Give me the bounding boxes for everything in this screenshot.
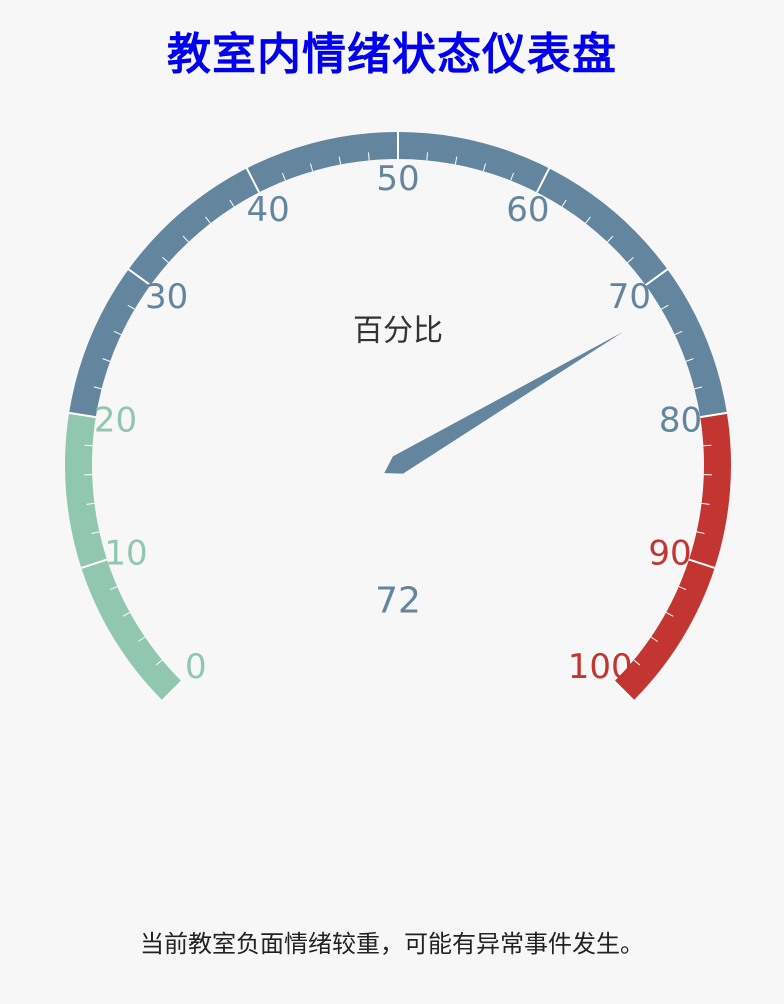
page-title: 教室内情绪状态仪表盘 [167,29,617,80]
gauge-band-0 [65,412,182,701]
gauge-band-1 [69,132,727,418]
gauge-major-tick [700,411,728,419]
gauge-major-tick [80,558,108,569]
gauge-major-tick [688,558,716,569]
gauge-band-2 [614,412,731,701]
gauge-minor-tick [113,330,122,336]
gauge-minor-tick [561,199,567,207]
gauge-minor-tick [585,216,591,224]
gauge-major-tick [613,680,635,702]
gauge-minor-tick [84,444,93,447]
gauge-minor-tick [482,163,487,172]
gauge-minor-tick [607,235,614,243]
gauge-minor-tick [138,636,146,642]
gauge-minor-tick [650,636,658,642]
gauge-minor-tick [122,611,131,617]
gauge-minor-tick [155,659,163,666]
gauge-minor-tick [696,531,705,534]
gauge-value: 72 [375,581,421,622]
gauge-tick-label: 60 [506,190,549,230]
gauge-minor-tick [665,611,674,617]
gauge-tick-label: 10 [104,533,147,573]
gauge-minor-tick [694,386,703,390]
gauge-minor-tick [309,163,314,172]
gauge-minor-tick [86,502,95,505]
gauge-minor-tick [685,358,694,362]
gauge-minor-tick [205,216,211,224]
gauge-minor-tick [454,156,458,165]
gauge-major-tick [68,411,96,419]
gauge-tick-label: 80 [659,400,702,440]
gauge-minor-tick [703,444,712,447]
gauge-minor-tick [678,586,687,591]
gauge-minor-tick [229,199,235,207]
gauge-minor-tick [701,502,710,505]
gauge-minor-tick [633,659,641,666]
gauge-major-tick [161,680,183,702]
gauge-minor-tick [338,156,342,165]
gauge-chart: 0 10 20 30 40 50 60 70 80 90 100 百分比 72 [65,132,731,702]
gauge-label: 百分比 [353,314,443,349]
gauge-tick-label: 20 [94,400,137,440]
gauge-minor-tick [91,531,100,534]
gauge-minor-tick [661,304,669,310]
gauge-minor-tick [109,586,118,591]
status-message: 当前教室负面情绪较重，可能有异常事件发生。 [140,930,644,958]
gauge-tick-label: 30 [145,277,188,317]
gauge-minor-tick [281,172,286,181]
gauge-minor-tick [182,235,189,243]
gauge-minor-tick [367,152,370,161]
gauge-tick-label: 70 [608,277,651,317]
gauge-tick-label: 50 [376,159,419,199]
gauge-minor-tick [102,358,111,362]
gauge-minor-tick [674,330,683,336]
gauge-tick-label: 90 [648,533,691,573]
gauge-minor-tick [162,256,169,264]
gauge-pointer [384,331,624,474]
gauge-minor-tick [426,152,429,161]
gauge-tick-label: 100 [568,647,633,687]
gauge-major-tick [536,167,551,193]
gauge-minor-tick [627,256,634,264]
gauge-major-tick [245,167,260,193]
gauge-minor-tick [510,172,515,181]
gauge-minor-tick [93,386,102,390]
gauge-tick-label: 0 [185,647,207,687]
gauge-major-tick [128,268,152,286]
gauge-tick-label: 40 [247,190,290,230]
gauge-minor-tick [127,304,135,310]
gauge-major-tick [644,268,668,286]
